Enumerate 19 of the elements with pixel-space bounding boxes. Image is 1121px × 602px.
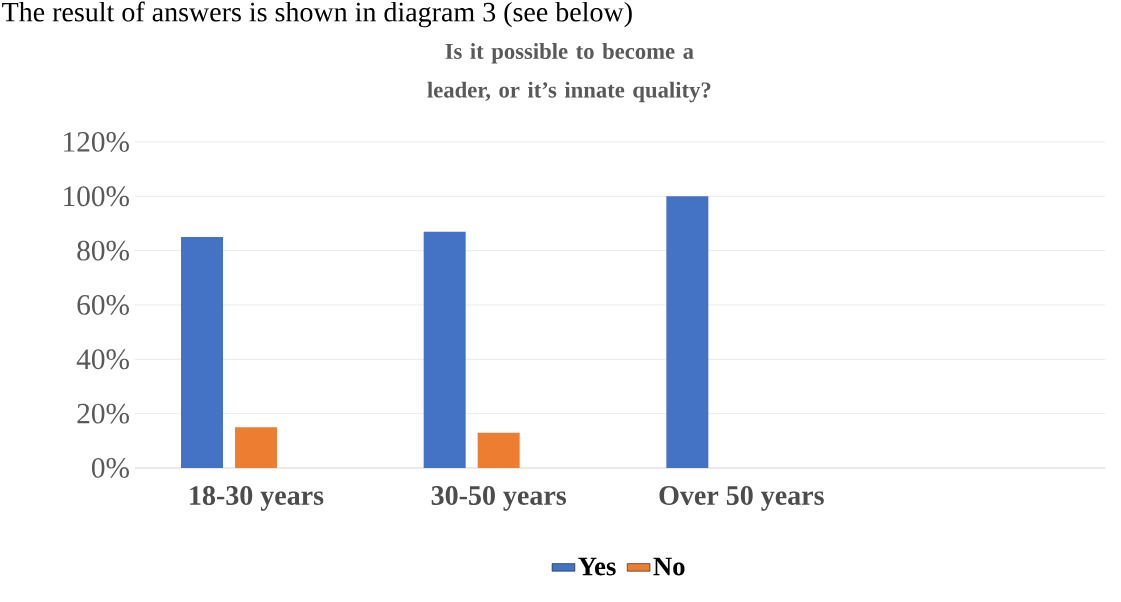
text: The result of answers is shown in diagram 3 (see below) (2, 1, 632, 28)
y-tick-label: 100% (64, 186, 129, 207)
x-tick-label: Over 50 years (659, 486, 824, 511)
x-tick-label: 30-50 years (431, 486, 566, 511)
y-tick-label: 60% (77, 295, 129, 315)
legend-label: Yes (578, 557, 616, 576)
legend-label: No (653, 557, 685, 576)
bar (666, 196, 709, 468)
y-tick-label: 0% (91, 458, 129, 478)
chart-title: Is it possible to become a leader, or it’s innate quality? (427, 43, 711, 103)
bar (235, 427, 278, 468)
bar (181, 237, 224, 468)
y-tick-label: 40% (76, 349, 129, 370)
y-tick-label: 20% (77, 403, 129, 424)
bar (477, 432, 520, 468)
x-tick-label: 18-30 years (190, 486, 324, 511)
bar (423, 231, 466, 468)
y-tick-label: 80% (77, 240, 129, 261)
y-tick-label: 120% (64, 132, 129, 152)
